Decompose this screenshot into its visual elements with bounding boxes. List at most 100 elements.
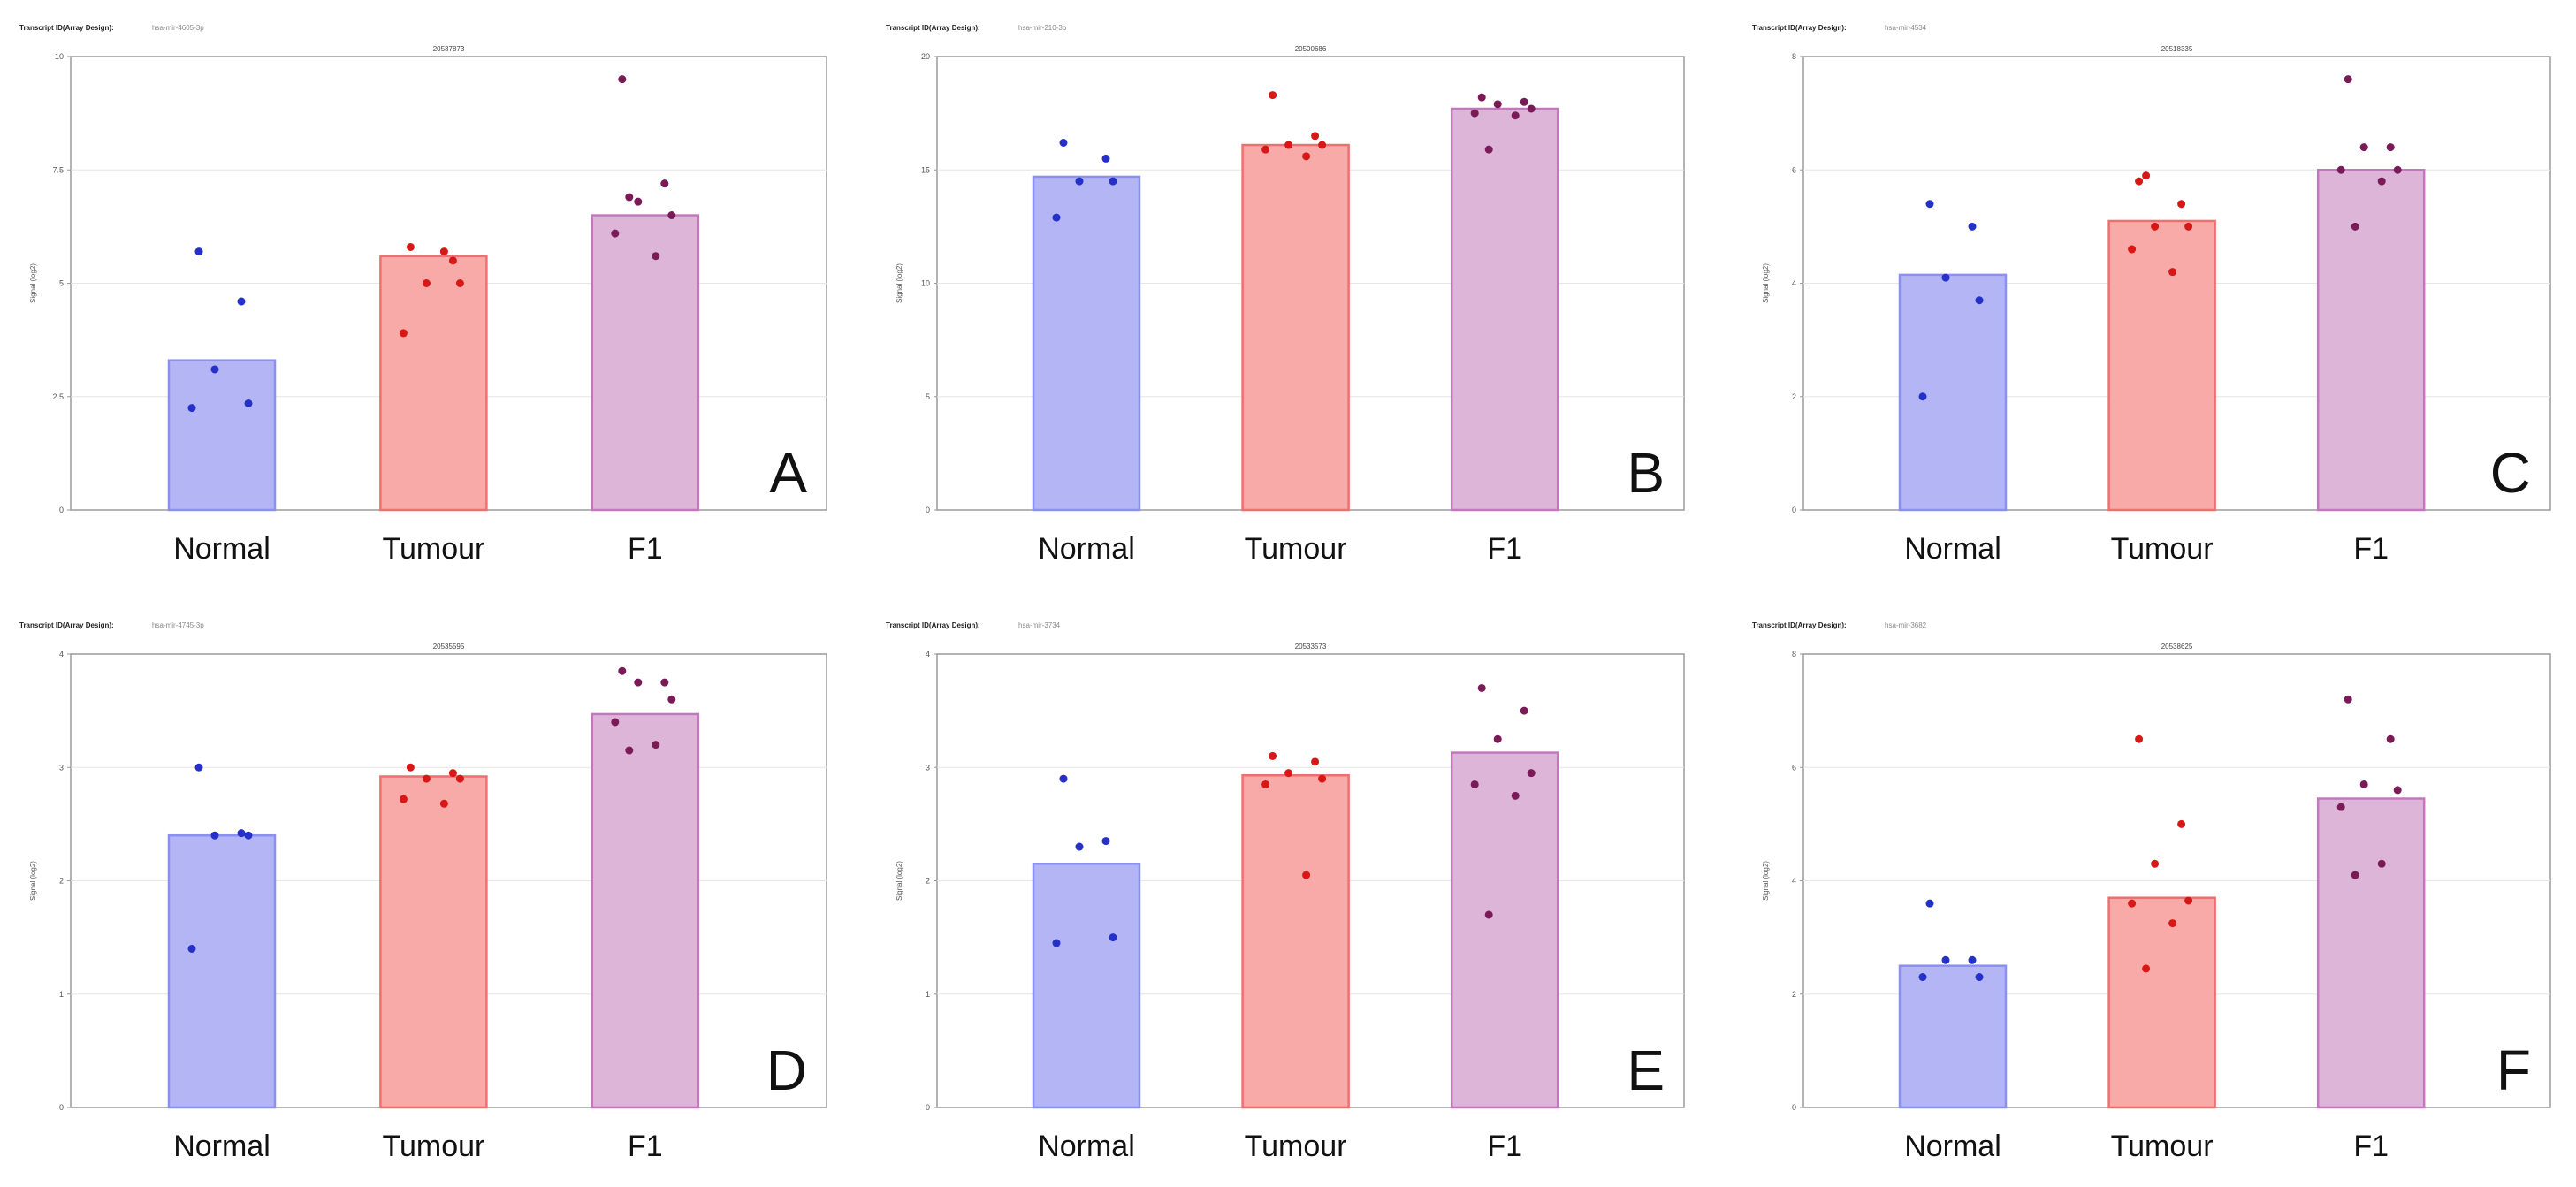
- data-point-tumour: [1311, 132, 1320, 141]
- data-point-f1: [1527, 104, 1536, 113]
- panel-header-sub: hsa-mir-4534: [1885, 24, 1927, 32]
- data-point-f1: [625, 746, 634, 755]
- data-point-normal: [1918, 973, 1927, 982]
- data-point-tumour: [1302, 871, 1311, 879]
- y-tick-label: 8: [1792, 650, 1796, 658]
- y-axis-label: Signal (log2): [1762, 263, 1770, 303]
- panel-c: Transcript ID(Array Design): hsa-mir-4534…: [1752, 24, 2551, 566]
- data-point-tumour: [2135, 734, 2144, 743]
- y-tick-label: 4: [1792, 877, 1796, 886]
- panel-header-sub: hsa-mir-4605-3p: [152, 24, 204, 32]
- data-point-f1: [618, 75, 627, 84]
- panel-letter: B: [1627, 441, 1665, 505]
- data-point-normal: [1925, 899, 1934, 908]
- data-point-tumour: [2142, 171, 2151, 180]
- y-tick-label: 2.5: [52, 392, 64, 401]
- panel-title: 20518335: [2161, 45, 2193, 53]
- x-category-label: Normal: [173, 1130, 271, 1163]
- data-point-f1: [2359, 780, 2368, 788]
- x-category-label: Tumour: [1245, 532, 1347, 566]
- bar-tumour: [379, 775, 488, 1109]
- data-point-tumour: [455, 279, 464, 287]
- panel-letter: D: [766, 1039, 807, 1102]
- x-category-label: F1: [628, 1130, 663, 1163]
- data-point-normal: [187, 944, 196, 953]
- bar-f1: [1450, 107, 1559, 512]
- data-point-tumour: [2142, 964, 2151, 973]
- y-tick-label: 4: [926, 650, 930, 658]
- panel-title: 20533573: [1295, 643, 1327, 651]
- y-tick-label: 8: [1792, 52, 1796, 61]
- y-tick-label: 3: [59, 763, 64, 772]
- y-tick-label: 0: [926, 1103, 930, 1112]
- data-point-normal: [244, 399, 253, 407]
- y-tick-label: 5: [926, 392, 930, 401]
- data-point-normal: [1968, 955, 1977, 964]
- data-point-f1: [2386, 143, 2395, 152]
- data-point-f1: [1493, 100, 1502, 109]
- panel-header: Transcript ID(Array Design):: [1752, 24, 1847, 32]
- y-tick-label: 0: [59, 1103, 64, 1112]
- y-tick-label: 2: [59, 877, 64, 886]
- panel-header-sub: hsa-mir-3734: [1018, 621, 1061, 629]
- data-point-f1: [634, 678, 643, 687]
- data-point-normal: [1059, 138, 1068, 147]
- y-tick-label: 4: [59, 650, 64, 658]
- data-point-normal: [210, 831, 219, 840]
- x-category-label: F1: [1487, 1130, 1522, 1163]
- data-point-normal: [1968, 222, 1977, 231]
- data-point-normal: [1941, 273, 1950, 282]
- data-point-tumour: [422, 774, 431, 783]
- data-point-normal: [1052, 939, 1061, 947]
- data-point-tumour: [1284, 141, 1293, 149]
- data-point-normal: [1975, 973, 1984, 982]
- data-point-f1: [2393, 786, 2402, 795]
- panel-header-sub: hsa-mir-4745-3p: [152, 621, 204, 629]
- data-point-tumour: [2128, 245, 2137, 254]
- data-point-normal: [1052, 213, 1061, 222]
- panel-d: Transcript ID(Array Design): hsa-mir-4745…: [19, 621, 827, 1163]
- data-point-normal: [194, 247, 203, 256]
- data-point-tumour: [2135, 177, 2144, 186]
- data-point-f1: [1477, 683, 1486, 692]
- panel-letter: A: [769, 441, 807, 505]
- panel-header: Transcript ID(Array Design):: [19, 24, 114, 32]
- data-point-tumour: [399, 795, 408, 803]
- data-point-tumour: [2151, 222, 2160, 231]
- data-point-normal: [1075, 842, 1084, 851]
- data-point-normal: [1075, 177, 1084, 186]
- data-point-normal: [187, 404, 196, 413]
- bar-tumour: [1241, 143, 1350, 512]
- data-point-f1: [1527, 769, 1536, 778]
- y-axis-label: Signal (log2): [896, 861, 903, 901]
- x-category-label: Tumour: [382, 532, 484, 566]
- data-point-normal: [210, 365, 219, 374]
- bar-f1: [591, 712, 700, 1109]
- panel-e: Transcript ID(Array Design): hsa-mir-3734…: [886, 621, 1685, 1163]
- bar-f1: [2316, 797, 2426, 1109]
- data-point-tumour: [399, 329, 408, 338]
- x-category-label: Normal: [1038, 1130, 1135, 1163]
- data-point-tumour: [1318, 141, 1327, 149]
- y-tick-label: 4: [1792, 279, 1796, 288]
- y-tick-label: 0: [1792, 506, 1796, 514]
- y-tick-label: 0: [1792, 1103, 1796, 1112]
- y-axis-label: Signal (log2): [29, 263, 37, 303]
- data-point-normal: [1941, 955, 1950, 964]
- panel-header-sub: hsa-mir-210-3p: [1018, 24, 1067, 32]
- data-point-tumour: [448, 769, 457, 778]
- bar-normal: [167, 833, 277, 1109]
- data-point-f1: [1470, 780, 1479, 788]
- x-category-label: Tumour: [1245, 1130, 1347, 1163]
- data-point-tumour: [1261, 145, 1270, 154]
- data-point-normal: [194, 763, 203, 772]
- data-point-f1: [1493, 734, 1502, 743]
- bar-normal: [167, 359, 277, 512]
- data-point-tumour: [2177, 200, 2186, 209]
- data-point-normal: [237, 297, 246, 306]
- data-point-f1: [618, 666, 627, 675]
- data-point-normal: [1109, 177, 1117, 186]
- data-point-tumour: [1311, 757, 1320, 766]
- bar-normal: [1898, 964, 2008, 1109]
